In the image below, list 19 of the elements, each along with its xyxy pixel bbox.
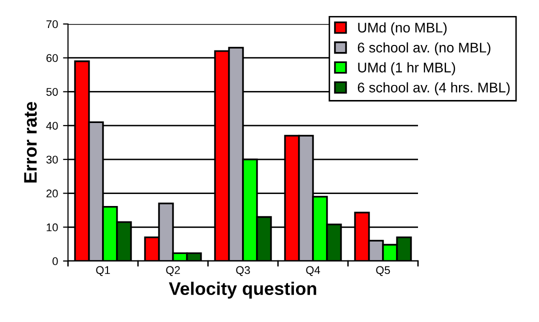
y-tick-label: 70 bbox=[46, 20, 58, 28]
y-tick-label: 50 bbox=[46, 88, 58, 96]
y-tick-label: 60 bbox=[46, 54, 58, 62]
y-axis-title: Error rate bbox=[24, 102, 37, 182]
legend-label: 6 school av. (no MBL) bbox=[358, 42, 490, 56]
x-tick-label: Q5 bbox=[376, 266, 390, 276]
x-axis-title: Velocity question bbox=[168, 282, 316, 299]
x-tick-label: Q2 bbox=[166, 266, 180, 276]
y-tick-label: 10 bbox=[46, 223, 58, 232]
x-tick-label: Q3 bbox=[236, 266, 250, 276]
y-tick-label: 20 bbox=[46, 190, 58, 198]
y-tick-label: 40 bbox=[46, 122, 58, 130]
x-tick-label: Q1 bbox=[96, 266, 110, 276]
legend-label: UMd (1 hr MBL) bbox=[358, 62, 456, 76]
legend-label: UMd (no MBL) bbox=[358, 22, 447, 36]
x-tick-label: Q4 bbox=[306, 266, 320, 276]
legend-label: 6 school av. (4 hrs. MBL) bbox=[358, 82, 510, 96]
y-tick-label: 0 bbox=[52, 257, 58, 266]
y-tick-label: 30 bbox=[46, 156, 58, 164]
